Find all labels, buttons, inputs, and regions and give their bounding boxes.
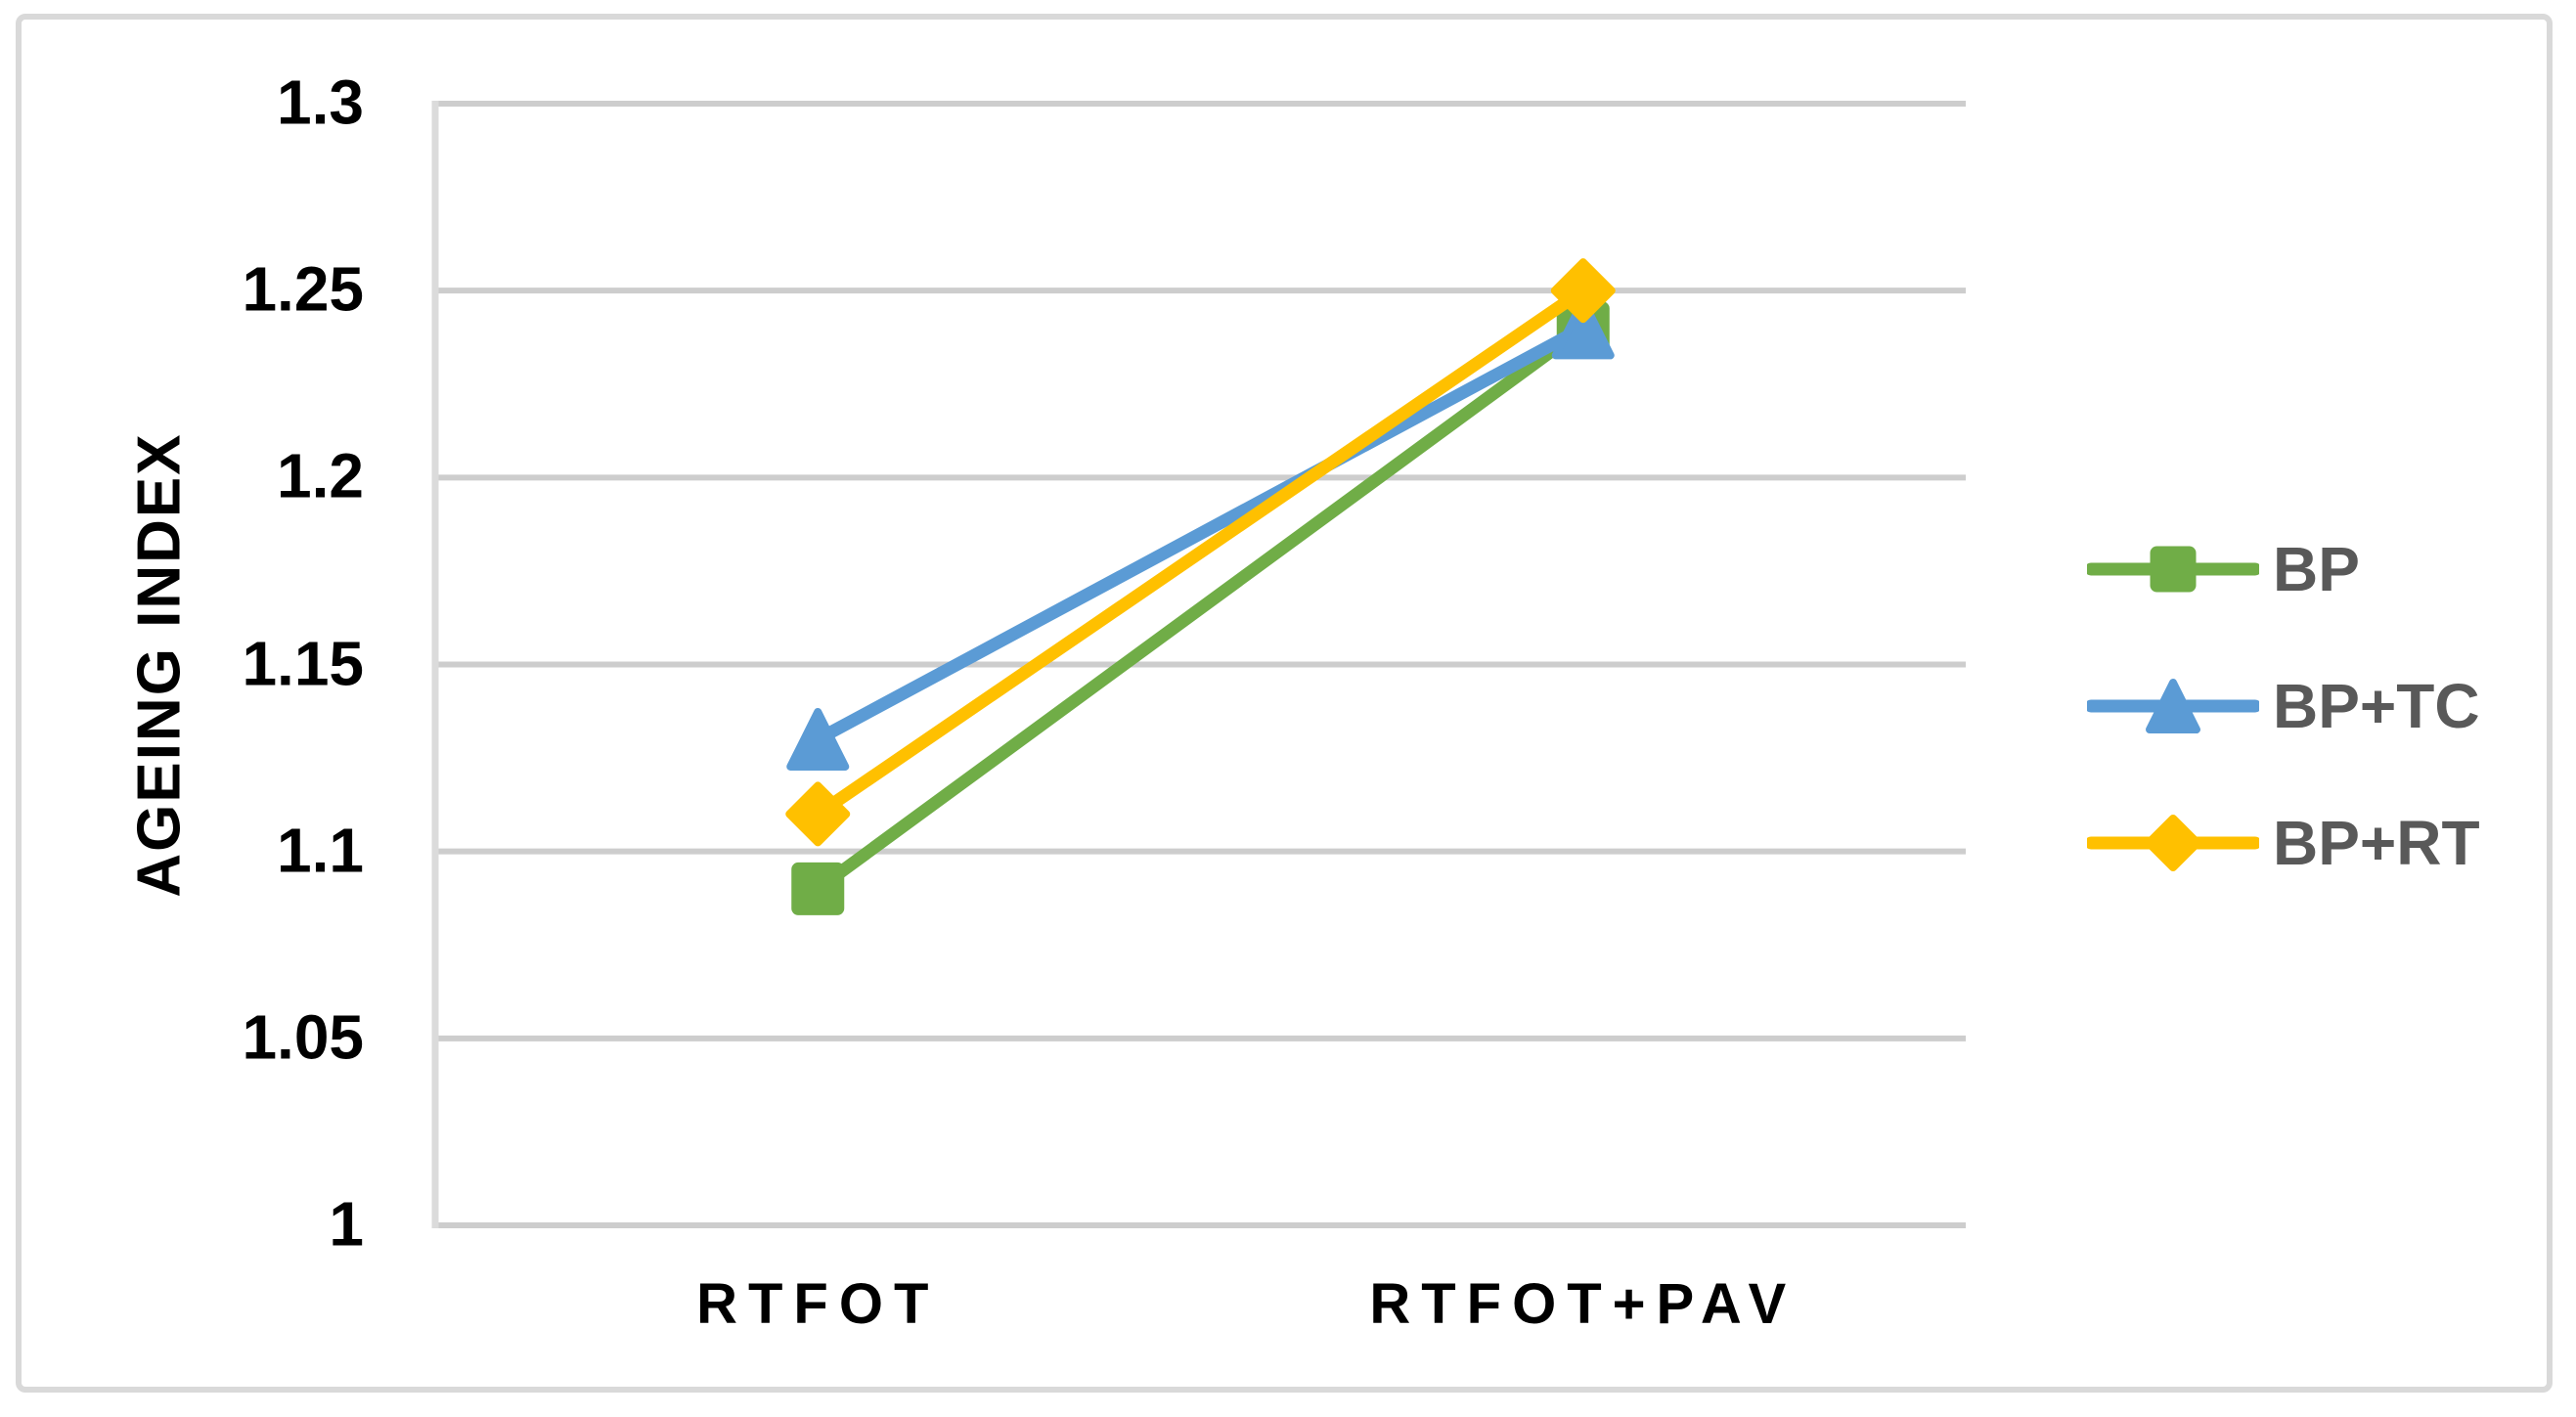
legend-item-bp: BP <box>2087 530 2360 608</box>
legend-marker-triangle-icon <box>2146 679 2200 733</box>
y-tick-label-1.15: 1.15 <box>242 628 364 699</box>
series-line-BP+RT <box>811 284 1590 820</box>
legend-marker-diamond-icon <box>2145 815 2201 871</box>
y-tick-label-1.05: 1.05 <box>242 1001 364 1073</box>
data-point-BP+RT-RTFOT+PAV <box>1550 258 1616 324</box>
y-tick-label-1.25: 1.25 <box>242 253 364 325</box>
legend-label-bp: BP <box>2273 534 2360 604</box>
legend-label-bp-tc: BP+TC <box>2273 671 2480 741</box>
x-axis-label-rtfot-pav: RTFOT+PAV <box>1369 1272 1798 1336</box>
series-line-BP+TC <box>811 321 1590 746</box>
legend-marker-square-icon <box>2150 546 2197 593</box>
bp-tc-line-triangle-icon <box>2087 679 2259 733</box>
data-point-BP+TC-RTFOT+PAV <box>1551 296 1615 360</box>
bp-rt-line-diamond-icon <box>2087 815 2259 871</box>
series-line-BP <box>811 321 1590 896</box>
data-point-BP+TC-RTFOT <box>786 707 850 771</box>
data-point-BP+RT-RTFOT <box>785 781 851 847</box>
y-tick-label-1.2: 1.2 <box>277 441 364 512</box>
legend-item-bp-tc: BP+TC <box>2087 667 2480 745</box>
y-tick-label-1: 1 <box>329 1188 364 1260</box>
data-point-BP-RTFOT <box>791 862 845 915</box>
bp-line-square-icon <box>2087 546 2259 593</box>
legend-label-bp-rt: BP+RT <box>2273 808 2480 878</box>
x-axis-label-rtfot: RTFOT <box>696 1272 940 1336</box>
y-tick-label-1.3: 1.3 <box>277 66 364 138</box>
y-tick-label-1.1: 1.1 <box>277 815 364 886</box>
legend-item-bp-rt: BP+RT <box>2087 804 2480 882</box>
